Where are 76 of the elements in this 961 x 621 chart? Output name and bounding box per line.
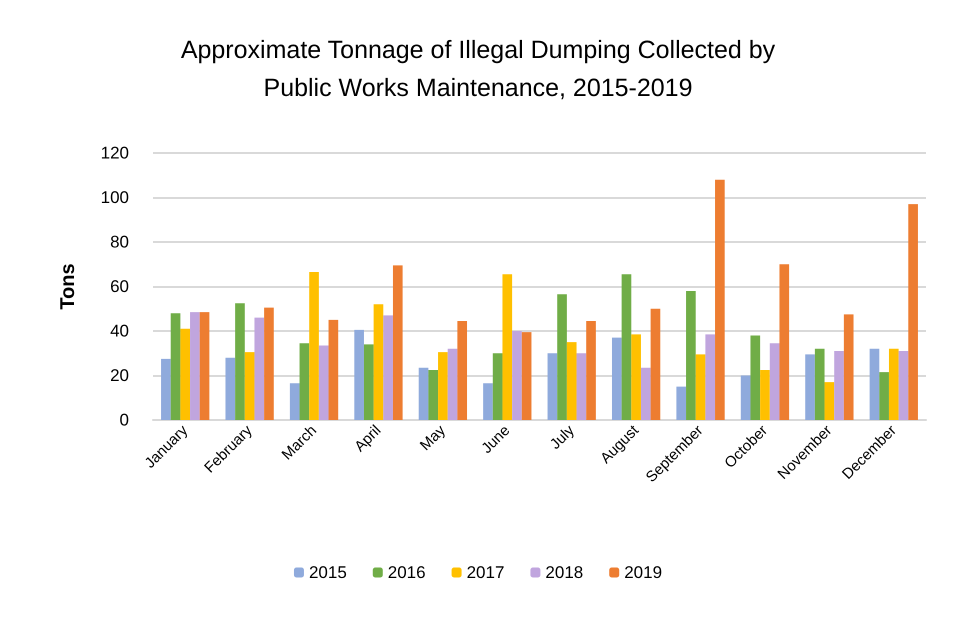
bar (750, 335, 760, 420)
bar (898, 351, 908, 420)
bar (548, 353, 558, 420)
y-tick-label: 80 (110, 232, 129, 252)
bar (438, 352, 448, 420)
bar (640, 368, 651, 420)
bar (824, 382, 834, 420)
legend-label: 2016 (388, 563, 426, 582)
bar (622, 274, 632, 420)
bar (834, 351, 844, 420)
bar (328, 320, 338, 420)
chart-title: Approximate Tonnage of Illegal Dumping Collected by Public Works Maintenance, 2015-2019 (180, 36, 776, 102)
bar (814, 348, 825, 420)
x-tick-label: July (546, 422, 578, 453)
bar (760, 370, 770, 420)
bar (418, 368, 428, 420)
bar (190, 312, 200, 420)
legend-label: 2019 (624, 563, 662, 582)
bar (225, 358, 236, 420)
bar (300, 343, 310, 420)
bar (805, 354, 815, 420)
bar (576, 353, 586, 420)
bar (779, 264, 790, 420)
legend-label: 2015 (308, 563, 347, 582)
bar (448, 348, 458, 420)
bar (888, 348, 899, 420)
bar (715, 180, 725, 420)
y-tick-label: 0 (120, 410, 129, 430)
bar (512, 331, 522, 420)
bar (180, 328, 190, 420)
bar (254, 318, 264, 420)
y-axis-title: Tons (57, 263, 79, 310)
bar (612, 338, 622, 420)
legend-label: 2018 (545, 563, 584, 582)
bar (705, 334, 716, 420)
bar (740, 376, 750, 420)
bar (844, 314, 854, 420)
bar (374, 304, 384, 420)
bar (318, 345, 329, 420)
y-tick-label: 100 (100, 188, 129, 207)
bar (696, 354, 706, 420)
bar (650, 308, 660, 420)
bar (770, 343, 780, 420)
bar (686, 290, 696, 420)
bar (586, 320, 596, 420)
bar (200, 312, 210, 420)
bar (161, 358, 171, 420)
bar (354, 330, 364, 420)
y-tick-label: 60 (110, 277, 129, 296)
x-tick-label: May (416, 422, 450, 454)
legend-label: 2017 (466, 563, 504, 582)
bar (309, 272, 319, 420)
bar (235, 303, 245, 420)
bar (264, 308, 274, 420)
bar (502, 274, 512, 420)
bar (364, 344, 374, 420)
bar (879, 372, 889, 420)
bar (170, 313, 180, 420)
y-tick-label: 40 (110, 322, 129, 340)
bar (483, 383, 493, 420)
bar (244, 352, 254, 420)
bar (428, 370, 438, 420)
bar (908, 204, 918, 420)
bar (522, 332, 532, 420)
bar (676, 386, 686, 420)
bar (392, 265, 403, 420)
bar (557, 294, 567, 420)
bar (492, 353, 502, 420)
bar (290, 383, 300, 420)
bar (566, 342, 577, 420)
y-tick-label: 20 (110, 366, 129, 385)
bar (457, 320, 468, 420)
bar (870, 348, 880, 420)
y-tick-label: 120 (100, 144, 129, 162)
bar (383, 315, 393, 420)
bar (631, 334, 641, 420)
